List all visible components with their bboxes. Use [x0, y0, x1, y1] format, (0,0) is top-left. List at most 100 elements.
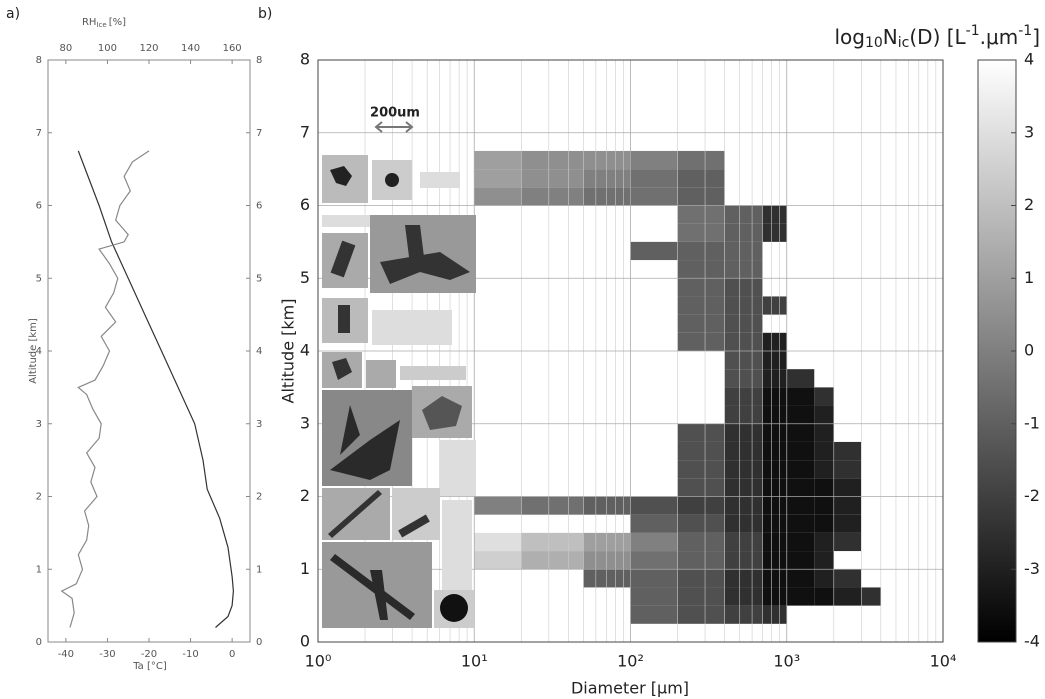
heat-cell — [724, 369, 763, 388]
y-tick-label: 5 — [256, 273, 262, 284]
label-part: log — [834, 25, 865, 49]
y-axis-label: Altitude [km] — [28, 318, 39, 384]
x2-tick-label: 80 — [60, 43, 73, 54]
y-tick-label: 5 — [300, 268, 310, 287]
heat-cell — [677, 205, 725, 224]
heat-cell — [677, 587, 725, 606]
heat-cell — [786, 496, 815, 515]
x2-tick-label: 100 — [98, 43, 117, 54]
heat-cell — [786, 514, 815, 533]
heat-cell — [833, 587, 862, 606]
heat-cell — [583, 496, 631, 515]
crystal-shape — [440, 594, 468, 622]
x2-tick-label: 120 — [139, 43, 158, 54]
heat-cell — [630, 150, 678, 170]
heat-cell — [786, 478, 815, 497]
heat-cell — [814, 514, 834, 533]
y-tick-label: 2 — [36, 492, 42, 503]
heat-cell — [724, 532, 763, 552]
colorbar-tick-label: -3 — [1024, 559, 1040, 578]
y-tick-label: 6 — [36, 201, 42, 212]
y-tick-label: 8 — [36, 55, 42, 66]
heat-cell — [724, 405, 763, 424]
y-tick-label: 3 — [300, 413, 310, 432]
panel-label: a) — [6, 6, 20, 22]
y-tick-label: 8 — [256, 55, 262, 66]
heat-cell — [762, 605, 787, 624]
heat-cell — [814, 405, 834, 424]
colorbar-tick-label: 0 — [1024, 341, 1034, 360]
heat-cell — [786, 460, 815, 479]
y-tick-label: 3 — [36, 419, 42, 430]
heat-cell — [724, 241, 763, 261]
heat-cell — [677, 569, 725, 588]
heat-cell — [474, 532, 522, 552]
y-tick-label: 1 — [36, 564, 42, 575]
heat-cell — [677, 441, 725, 461]
scale-label: 200um — [370, 106, 420, 121]
plot-frame — [317, 59, 944, 643]
heat-cell — [814, 532, 834, 552]
crystal-shape — [330, 166, 352, 186]
heat-cell — [762, 223, 787, 242]
crystal-shape — [328, 490, 382, 538]
heat-cell — [474, 150, 522, 170]
heat-cell — [861, 587, 881, 606]
heat-cell — [630, 587, 678, 606]
y-tick-label: 5 — [36, 273, 42, 284]
heat-cell — [521, 187, 584, 206]
heat-cell — [677, 241, 725, 261]
label-part: ] — [1032, 25, 1040, 49]
heat-cell — [724, 351, 763, 370]
heat-cell — [583, 150, 631, 170]
axes: 10⁰ 10¹ 10² 10³ 10⁴ 0 1 2 3 4 5 6 7 8 -4 -3 -2 -1 0 1 2 3 4 — [300, 50, 1040, 671]
heat-cell — [724, 387, 763, 406]
y-tick-label: 7 — [256, 128, 262, 139]
y-tick-label: 3 — [256, 419, 262, 430]
colorbar-tick-label: 1 — [1024, 268, 1034, 287]
heat-cell — [630, 551, 678, 570]
crystal-shape — [330, 554, 415, 620]
y-tick-label: 7 — [300, 122, 310, 141]
heat-cell — [677, 605, 725, 624]
heat-cell — [786, 405, 815, 424]
scale-arrow — [374, 121, 414, 133]
heat-cell — [762, 423, 787, 442]
heat-cell — [762, 532, 787, 552]
heatmap — [474, 150, 881, 624]
heat-cell — [677, 496, 725, 515]
heat-cell — [677, 187, 725, 206]
heat-cell — [677, 260, 725, 279]
crystal-image — [420, 172, 460, 188]
heat-cell — [630, 169, 678, 188]
y-tick-label: 7 — [36, 128, 42, 139]
label-sup: -1 — [966, 23, 980, 39]
heat-cell — [762, 205, 787, 224]
y-tick-label: 4 — [256, 346, 262, 357]
heat-cell — [814, 587, 834, 606]
crystal-image — [400, 366, 466, 380]
y-tick-label: 4 — [36, 346, 42, 357]
heat-cell — [833, 460, 862, 479]
heat-cell — [833, 441, 862, 461]
heat-cell — [630, 514, 678, 533]
label-sup: -1 — [1018, 23, 1032, 39]
colorbar-label: log10Nic(D) [L-1.μm-1] — [834, 23, 1040, 51]
colorbar-tick-label: 2 — [1024, 195, 1034, 214]
crystal-shape — [330, 405, 400, 480]
label-part: N — [883, 25, 898, 49]
heat-cell — [786, 423, 815, 442]
heat-cell — [814, 441, 834, 461]
crystal-shape — [332, 358, 352, 380]
heat-cell — [521, 532, 584, 552]
heat-cell — [630, 241, 678, 261]
colorbar-tick-label: 3 — [1024, 122, 1034, 141]
heat-cell — [762, 369, 787, 388]
x-axis-label: Diameter [μm] — [571, 679, 689, 698]
heat-cell — [521, 551, 584, 570]
heat-cell — [583, 169, 631, 188]
heat-cell — [724, 332, 763, 351]
heat-cell — [521, 150, 584, 170]
heat-cell — [724, 496, 763, 515]
colorbar-tick-label: 4 — [1024, 50, 1034, 69]
